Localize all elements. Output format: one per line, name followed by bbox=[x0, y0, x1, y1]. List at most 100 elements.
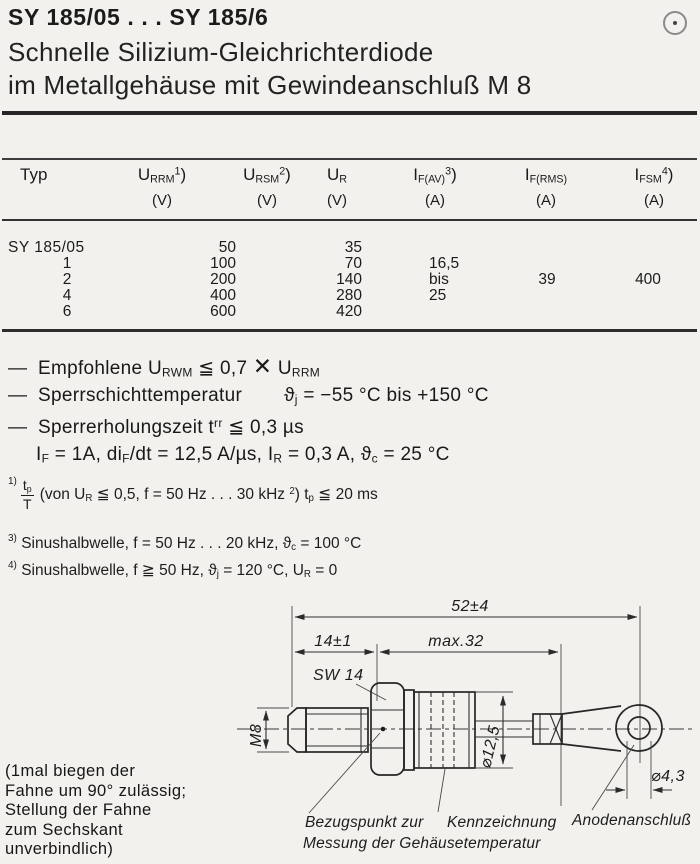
marking-leader bbox=[437, 768, 446, 813]
col-unit-ifsm: (A) bbox=[644, 192, 664, 209]
ur-value: 35 bbox=[344, 239, 362, 256]
col-header-urrm: URRM1) bbox=[137, 165, 187, 186]
marking-label: Kennzeichnung bbox=[447, 814, 557, 831]
footnote-4: 4) Sinushalbwelle, f ≧ 50 Hz, ϑj = 120 °… bbox=[8, 560, 337, 580]
ifav-value: 16,5 bbox=[429, 255, 460, 272]
typ-value: SY 185/05 bbox=[8, 239, 85, 256]
footnote-marker: 1) bbox=[8, 476, 17, 487]
note-text: Sperrschichttemperatur ϑj = −55 °C bis +1… bbox=[38, 385, 489, 407]
col-header-ursm: URSM2) bbox=[243, 165, 291, 186]
frac-num-sub: p bbox=[26, 483, 32, 494]
col-unit-urrm: (V) bbox=[152, 192, 172, 209]
col-header-typ: Typ bbox=[20, 165, 48, 184]
dimension-body-diameter: ⌀12,5 bbox=[476, 691, 513, 770]
dim-text-body: max.32 bbox=[428, 633, 483, 650]
typ-value: 2 bbox=[62, 271, 72, 288]
fraction-tp-over-T: tp T bbox=[20, 477, 34, 513]
urrm-value: 100 bbox=[210, 255, 236, 272]
col-unit-ifav: (A) bbox=[425, 192, 445, 209]
dim-text-hole-diameter: ⌀4,3 bbox=[651, 768, 685, 785]
urrm-value: 600 bbox=[210, 303, 236, 320]
anode-label: Anodenanschluß bbox=[571, 812, 691, 829]
urrm-value: 200 bbox=[210, 271, 236, 288]
reference-point-label-line1: Bezugspunkt zur bbox=[305, 814, 424, 831]
footnote-text: Sinushalbwelle, f = 50 Hz . . . 20 kHz, … bbox=[21, 535, 362, 554]
threaded-stud bbox=[287, 707, 369, 753]
footnote-text: (von UR ≦ 0,5, f = 50 Hz . . . 30 kHz 2)… bbox=[39, 486, 378, 505]
note-text: IF = 1A, diF/dt = 12,5 A/µs, IR = 0,3 A,… bbox=[36, 444, 450, 466]
col-header-ifrms: IF(RMS) bbox=[524, 165, 568, 186]
subtitle: Schnelle Silizium-Gleichrichterdiode im … bbox=[8, 36, 532, 102]
anode-leader bbox=[591, 744, 635, 811]
side-note-line: unverbindlich) bbox=[5, 840, 114, 858]
col-header-ifav: IF(AV)3) bbox=[413, 165, 457, 186]
circled-dot-icon bbox=[663, 11, 687, 35]
ur-value: 140 bbox=[336, 271, 362, 288]
subtitle-line-1: Schnelle Silizium-Gleichrichterdiode bbox=[8, 37, 434, 67]
typ-value: 6 bbox=[62, 303, 72, 320]
reference-point-leader bbox=[308, 732, 381, 814]
dim-text-body-diameter: ⌀12,5 bbox=[477, 724, 503, 770]
col-unit-ifrms: (A) bbox=[536, 192, 556, 209]
side-note-line: Fahne um 90° zulässig; bbox=[5, 781, 187, 800]
dimension-body-length: max.32 bbox=[379, 633, 562, 806]
side-note-line: Stellung der Fahne bbox=[5, 801, 152, 819]
footnote-marker: 4) bbox=[8, 560, 17, 571]
subtitle-line-2: im Metallgehäuse mit Gewindeanschluß M 8 bbox=[8, 70, 532, 100]
footnote-text: Sinushalbwelle, f ≧ 50 Hz, ϑj = 120 °C, … bbox=[21, 562, 338, 581]
fraction-denominator: T bbox=[23, 496, 32, 513]
col-header-ifsm: IFSM4) bbox=[634, 165, 674, 186]
note-dash: — bbox=[8, 417, 28, 438]
diode-body bbox=[413, 691, 476, 769]
hex-flange bbox=[370, 682, 415, 776]
note-reverse-recovery: — Sperrerholungszeit trr ≦ 0,3 µs bbox=[8, 416, 304, 439]
ifav-value: 25 bbox=[429, 287, 447, 304]
dimension-hole-diameter: ⌀4,3 bbox=[606, 741, 685, 799]
urrm-value: 50 bbox=[218, 239, 236, 256]
footnote-3: 3) Sinushalbwelle, f = 50 Hz . . . 20 kH… bbox=[8, 533, 361, 553]
ifav-value: bis bbox=[429, 271, 449, 288]
note-text: Sperrerholungszeit trr ≦ 0,3 µs bbox=[38, 416, 304, 438]
side-note-line: zum Sechskant bbox=[5, 820, 124, 839]
dimension-thread: M8 bbox=[248, 707, 289, 753]
note-test-conditions: IF = 1A, diF/dt = 12,5 A/µs, IR = 0,3 A,… bbox=[36, 444, 450, 466]
fraction-numerator: tp bbox=[20, 477, 34, 497]
typ-value: 1 bbox=[62, 255, 72, 272]
col-header-ur: UR bbox=[326, 165, 347, 186]
frac-num-base: t bbox=[22, 477, 27, 493]
case-temperature-reference-point bbox=[380, 726, 386, 732]
note-dash: — bbox=[8, 358, 28, 379]
typ-value: 4 bbox=[62, 287, 72, 304]
dimension-stud-length: 14±1 bbox=[294, 633, 378, 701]
dim-text-overall: 52±4 bbox=[451, 598, 488, 615]
package-outline-drawing: 52±4 14±1 max.32 SW 14 M8 bbox=[237, 598, 693, 852]
reference-point-label-line2: Messung der Gehäusetemperatur bbox=[303, 835, 541, 852]
col-unit-ur: (V) bbox=[327, 192, 347, 209]
footnote-1: 1) tp T (von UR ≦ 0,5, f = 50 Hz . . . 3… bbox=[8, 476, 378, 513]
ur-value: 70 bbox=[344, 255, 362, 272]
dimension-overall-length: 52±4 bbox=[291, 598, 641, 763]
note-text: Empfohlene URWM ≦ 0,7 ✕ URRM bbox=[38, 353, 321, 380]
ur-value: 280 bbox=[336, 287, 362, 304]
table-bottom-rule bbox=[2, 329, 697, 332]
anode-lug bbox=[561, 704, 663, 752]
lug-bending-note: (1mal biegen der Fahne um 90° zulässig; … bbox=[5, 762, 186, 860]
dim-text-wrench: SW 14 bbox=[313, 667, 364, 684]
ur-value: 420 bbox=[336, 303, 362, 320]
ifsm-value: 400 bbox=[635, 271, 661, 288]
note-recommended-urwm: — Empfohlene URWM ≦ 0,7 ✕ URRM bbox=[8, 353, 320, 380]
circled-dot-center bbox=[673, 21, 677, 25]
page-title: SY 185/05 . . . SY 185/6 bbox=[8, 4, 269, 30]
dim-text-stud: 14±1 bbox=[314, 633, 351, 650]
table-top-rule bbox=[2, 158, 697, 160]
note-junction-temperature: — Sperrschichttemperatur ϑj = −55 °C bis +… bbox=[8, 385, 489, 407]
table-header-rule bbox=[2, 219, 697, 221]
ifrms-value: 39 bbox=[538, 271, 556, 288]
footnote-marker: 3) bbox=[8, 533, 17, 544]
side-note-line: (1mal biegen der bbox=[5, 762, 136, 780]
lead-wire bbox=[475, 713, 563, 745]
note-dash: — bbox=[8, 385, 28, 406]
anode-lug-hole bbox=[627, 716, 651, 740]
urrm-value: 400 bbox=[210, 287, 236, 304]
col-unit-ursm: (V) bbox=[257, 192, 277, 209]
